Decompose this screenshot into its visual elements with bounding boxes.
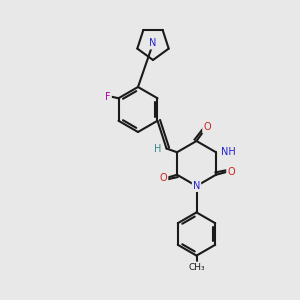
Text: NH: NH <box>221 147 236 157</box>
Text: N: N <box>193 181 200 191</box>
Text: O: O <box>160 173 167 183</box>
Text: CH₃: CH₃ <box>188 262 205 272</box>
Text: O: O <box>227 167 235 177</box>
Text: N: N <box>149 38 157 49</box>
Text: H: H <box>154 143 162 154</box>
Text: F: F <box>105 92 111 102</box>
Text: O: O <box>203 122 211 133</box>
